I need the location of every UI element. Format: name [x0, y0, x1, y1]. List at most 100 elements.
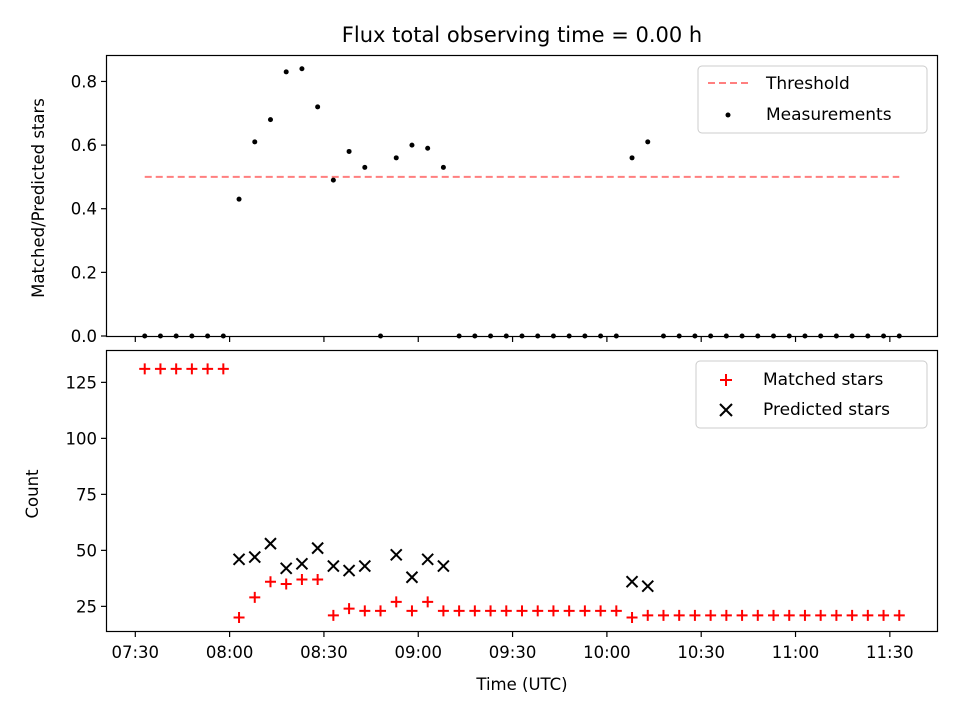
predicted-star-point — [248, 550, 261, 564]
matched-star-point — [657, 609, 669, 621]
matched-star-point — [846, 609, 858, 621]
bottom-axes-content: 07:30 08:00 08:30 09:00 09:30 10:00 10:30 11:00… — [66, 363, 914, 662]
measurement-point — [315, 104, 321, 110]
x-tick-label: 08:00 — [206, 643, 254, 662]
matched-star-point — [296, 573, 308, 585]
chart-title: Flux total observing time = 0.00 h — [342, 23, 702, 47]
matched-star-point — [673, 609, 685, 621]
matched-star-point — [422, 596, 434, 608]
x-tick-label: 08:30 — [300, 643, 348, 662]
matched-star-point — [170, 363, 182, 375]
matched-star-point — [830, 609, 842, 621]
predicted-star-point — [232, 553, 246, 566]
predicted-star-point — [641, 579, 654, 593]
matched-star-point — [359, 605, 371, 617]
bottom-panel: Count Time (UTC) 07:30 08:00 08:30 09:00 09:… — [23, 349, 939, 694]
legend-predicted-label: Predicted stars — [763, 400, 890, 420]
predicted-star-point — [421, 553, 434, 566]
x-tick-label: 07:30 — [112, 643, 160, 662]
y-tick-label: 0.6 — [71, 136, 97, 155]
measurement-point — [629, 155, 635, 161]
matched-star-point — [579, 605, 591, 617]
matched-star-point — [186, 363, 198, 375]
predicted-star-point — [625, 575, 639, 588]
matched-star-point — [626, 612, 638, 624]
matched-star-point — [878, 609, 890, 621]
top-legend-box — [697, 65, 928, 134]
matched-star-point — [862, 609, 874, 621]
legend-matched-label: Matched stars — [763, 370, 883, 390]
matched-star-point — [720, 609, 732, 621]
y-tick-label: 75 — [76, 485, 97, 504]
x-tick-label: 09:30 — [489, 643, 537, 662]
legend-measurements-label: Measurements — [766, 105, 892, 125]
y-tick-label: 125 — [66, 373, 98, 392]
y-tick-label: 0.2 — [71, 263, 97, 282]
matched-star-point — [264, 576, 276, 588]
bottom-y-axis-label: Count — [23, 469, 42, 519]
top-axes-frame — [105, 54, 939, 338]
matched-star-point — [783, 609, 795, 621]
matched-star-point — [893, 609, 905, 621]
y-tick-label: 25 — [76, 597, 97, 616]
y-tick-label: 0.0 — [71, 327, 97, 346]
bottom-legend-box — [695, 360, 928, 429]
matched-star-point — [532, 605, 544, 617]
matched-star-point — [312, 573, 324, 585]
matched-star-point — [469, 605, 481, 617]
matched-star-point — [736, 609, 748, 621]
measurement-point — [283, 69, 289, 75]
predicted-star-point — [327, 559, 340, 573]
top-panel: Flux total observing time = 0.00 h Match… — [29, 23, 939, 346]
measurement-point — [409, 142, 415, 148]
measurement-point — [252, 139, 258, 145]
matched-star-point — [705, 609, 717, 621]
matched-star-point — [327, 609, 339, 621]
matched-star-point — [154, 363, 166, 375]
x-tick-label: 10:30 — [677, 643, 725, 662]
matched-star-point — [139, 363, 151, 375]
top-legend: Threshold Measurements — [697, 65, 928, 134]
predicted-star-point — [405, 571, 419, 584]
matched-star-point — [799, 609, 811, 621]
top-y-axis-label: Matched/Predicted stars — [29, 98, 48, 298]
measurement-point — [267, 117, 273, 123]
bottom-axes-frame — [105, 349, 939, 633]
matched-star-point — [202, 363, 214, 375]
measurement-point — [330, 177, 336, 183]
measurement-point — [393, 155, 399, 161]
bottom-legend: Matched stars Predicted stars — [695, 360, 928, 429]
matched-star-point — [406, 605, 418, 617]
measurement-point — [236, 196, 242, 202]
predicted-star-point — [342, 564, 356, 577]
measurement-point — [299, 66, 305, 72]
predicted-star-point — [295, 557, 309, 571]
measurement-point — [362, 164, 368, 170]
matched-star-point — [563, 605, 575, 617]
top-axes-content: 0.0 0.2 0.4 0.6 0.8 — [71, 66, 902, 346]
matched-star-point — [280, 578, 292, 590]
legend-measurements-swatch — [725, 112, 731, 118]
predicted-star-point — [390, 548, 403, 562]
legend-matched-swatch — [720, 374, 732, 386]
y-tick-label: 0.4 — [71, 200, 97, 219]
x-tick-label: 09:00 — [394, 643, 442, 662]
x-axis-label: Time (UTC) — [475, 675, 567, 694]
measurement-point — [645, 139, 651, 145]
matched-star-point — [437, 605, 449, 617]
measurement-point — [346, 148, 352, 154]
matched-star-point — [217, 363, 229, 375]
x-tick-label: 11:30 — [866, 643, 914, 662]
matched-star-point — [390, 596, 402, 608]
matched-star-point — [815, 609, 827, 621]
y-tick-label: 50 — [76, 541, 97, 560]
matched-star-point — [249, 591, 261, 603]
matched-star-point — [752, 609, 764, 621]
matched-star-point — [642, 609, 654, 621]
predicted-star-point — [358, 559, 372, 573]
matched-star-point — [610, 605, 622, 617]
predicted-star-point — [311, 541, 324, 555]
y-tick-label: 0.8 — [71, 72, 97, 91]
matched-star-point — [768, 609, 780, 621]
